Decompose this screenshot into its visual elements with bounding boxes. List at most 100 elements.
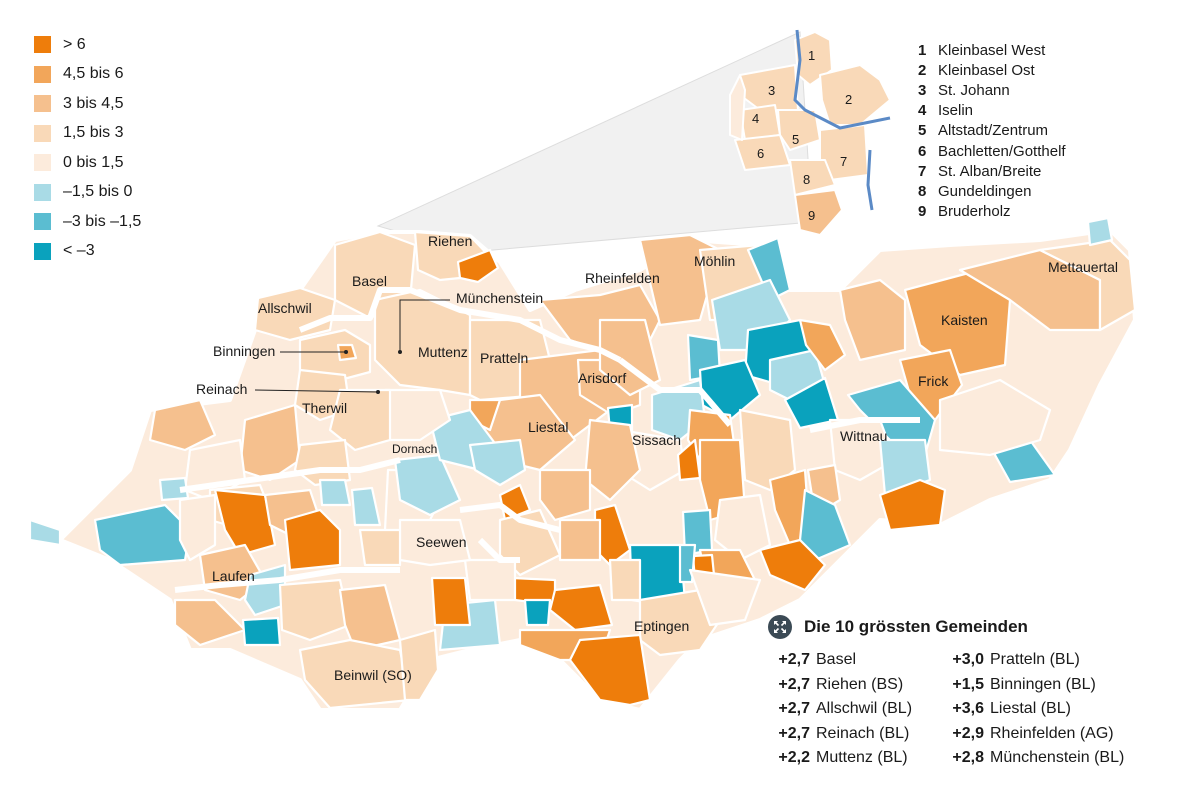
district-item: 1 Kleinbasel West [918,40,1066,60]
district-name: St. Johann [938,81,1010,99]
municipality [93,503,192,567]
municipality [938,378,1052,457]
municipality [28,518,62,547]
legend-swatch [34,213,51,231]
district-item: 8 Gundeldingen [918,181,1066,201]
municipality [328,388,392,452]
canton-borders [174,287,920,593]
district-num: 5 [792,132,799,147]
label-wittnau: Wittnau [840,428,887,444]
municipality [758,538,827,592]
name-left: Allschwil (BL) [816,700,913,717]
district-name: St. Alban/Breite [938,162,1042,180]
inset-border [793,29,891,130]
value-right: +1,5 [952,675,984,693]
legend-swatch [34,183,51,201]
district-extra [729,74,746,141]
district-num: 8 [803,172,810,187]
label-therwil: Therwil [302,400,347,416]
district-8 [789,159,836,196]
municipality [283,508,342,572]
legend-label: 0 bis 1,5 [63,153,124,171]
municipality [148,398,217,452]
legend-label: 3 bis 4,5 [63,94,124,112]
district-item: 2 Kleinbasel Ost [918,60,1066,80]
district-number: 1 [918,41,927,59]
label-arisdorf: Arisdorf [578,370,626,386]
municipality [213,488,277,557]
municipality [430,576,472,627]
district-name: Gundeldingen [938,182,1032,200]
district-2 [819,64,891,126]
municipality [798,488,852,562]
legend-item: 0 bis 1,5 [34,148,141,178]
label-laufen: Laufen [212,568,255,584]
municipality [468,438,527,487]
municipality [173,598,247,647]
municipality [278,578,352,642]
district-name: Kleinbasel West [938,41,1046,59]
label-moehlin: Möhlin [694,253,735,269]
name-left: Reinach (BL) [816,724,910,742]
district-item: 7 St. Alban/Breite [918,161,1066,181]
legend-label: 1,5 bis 3 [63,124,124,142]
municipality [798,318,847,372]
municipality [350,486,382,527]
legend-swatch [34,65,51,83]
name-left: Riehen (BS) [816,675,904,693]
district-num: 6 [757,146,764,161]
label-beinwil: Beinwil (SO) [334,667,412,683]
name-right: Pratteln (BL) [990,651,1080,668]
legend-label: 4,5 bis 6 [63,65,124,83]
label-muenchenstein: Münchenstein [456,290,543,306]
municipality [393,453,462,517]
legend-item: –1,5 bis 0 [34,178,141,208]
name-right: Münchenstein (BL) [990,749,1125,766]
inset-numbers: 1 2 3 4 5 6 7 8 9 [752,48,852,223]
label-basel: Basel [352,273,387,289]
name-right: Liestal (BL) [990,700,1071,717]
label-reinach: Reinach [196,381,247,397]
district-num: 9 [808,208,815,223]
legend-swatch [34,242,51,260]
municipality [608,558,642,602]
legend-item: > 6 [34,30,141,60]
legend-item: 1,5 bis 3 [34,119,141,149]
district-number: 4 [918,102,927,120]
legend-item: 3 bis 4,5 [34,89,141,119]
legend-swatch [34,36,51,54]
municipality [1086,216,1114,247]
label-mettauertal: Mettauertal [1048,259,1118,275]
district-5 [777,109,821,151]
label-dornach: Dornach [392,442,437,456]
basel-inset [729,31,891,236]
district-num: 7 [840,154,847,169]
name-left: Basel [816,651,857,668]
legend-label: –1,5 bis 0 [63,183,133,201]
municipality [548,583,614,632]
value-left: +2,7 [778,651,810,668]
district-item: 5 Altstadt/Zentrum [918,121,1066,141]
municipality [358,528,402,567]
municipality [713,493,772,562]
label-riehen: Riehen [428,233,472,249]
leader-lines [254,299,450,393]
top10-header: Die 10 grössten Gemeinden [768,612,1150,642]
label-liestal: Liestal [528,419,568,435]
district-name: Bachletten/Gotthelf [938,142,1066,160]
municipality [463,558,517,602]
district-item: 3 St. Johann [918,80,1066,100]
value-left: +2,7 [778,700,810,717]
label-sissach: Sissach [632,432,681,448]
municipality [688,568,762,627]
legend-item: < –3 [34,237,141,267]
name-right: Rheinfelden (AG) [990,724,1114,742]
district-name: Kleinbasel Ost [938,61,1035,79]
legend-label: > 6 [63,35,86,53]
municipality [241,616,282,647]
municipality [538,468,592,522]
label-eptingen: Eptingen [634,618,689,634]
district-number: 5 [918,122,927,140]
value-right: +3,0 [952,651,984,668]
